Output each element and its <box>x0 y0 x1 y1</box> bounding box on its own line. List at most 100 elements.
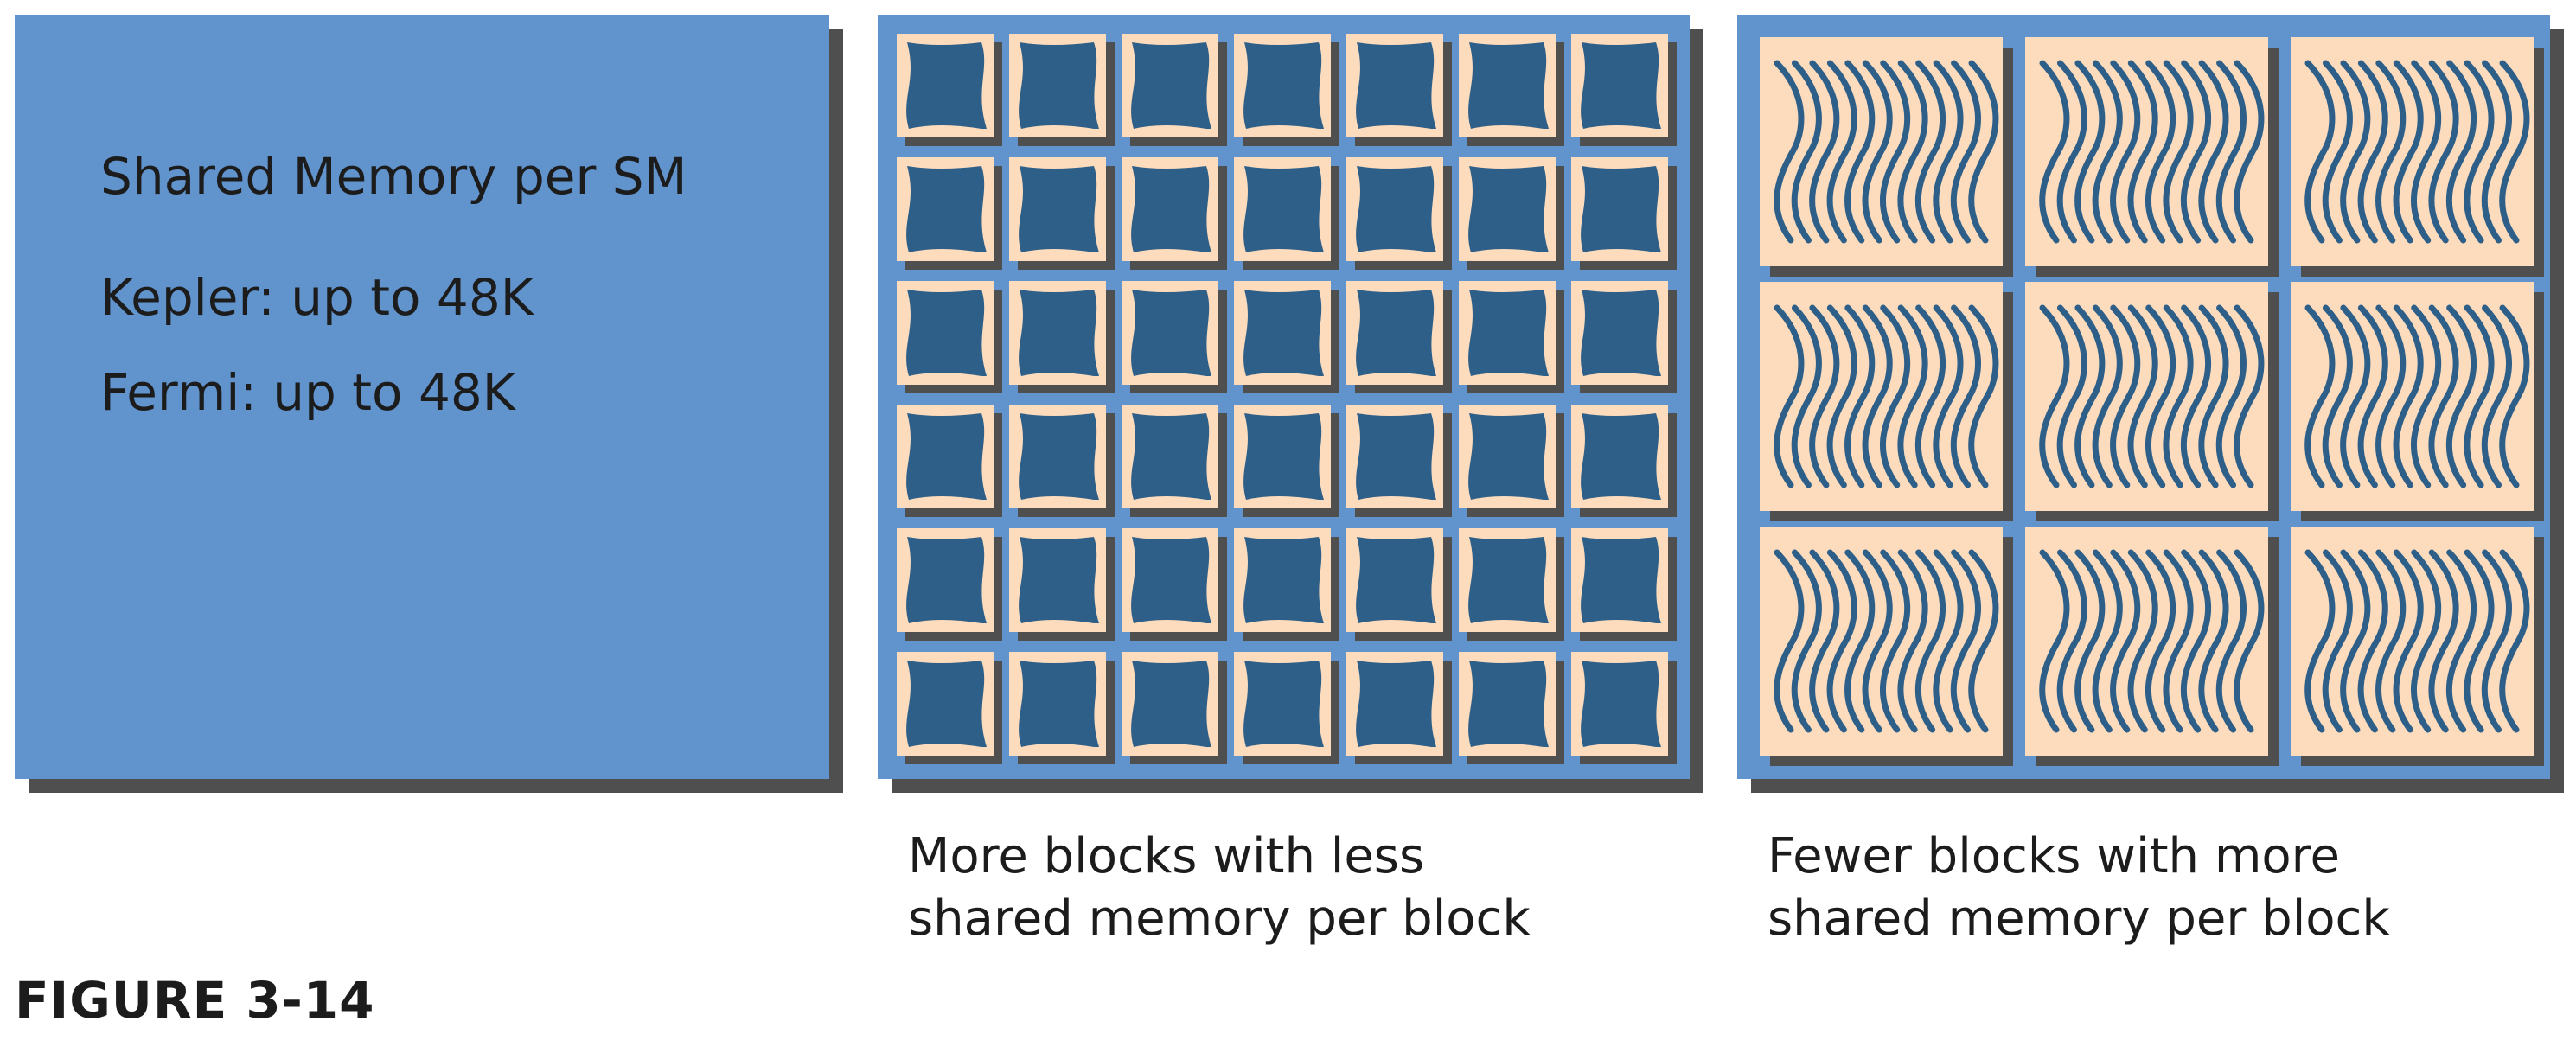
thread-line <box>1791 549 1822 733</box>
small-block <box>897 34 1002 146</box>
thread-line <box>2411 549 2442 733</box>
thread-line <box>2110 304 2141 488</box>
thread-bundle <box>1468 166 1549 252</box>
thread-bundle <box>1468 42 1549 129</box>
shared-memory-title: Shared Memory per SM <box>100 147 687 206</box>
small-block <box>1459 652 1564 764</box>
thread-line <box>2074 60 2106 244</box>
small-block <box>1234 528 1339 641</box>
thread-line <box>2304 549 2336 733</box>
thread-bundle <box>906 166 987 252</box>
thread-line <box>2092 60 2123 244</box>
thread-line <box>1897 60 1928 244</box>
small-block <box>1571 34 1677 146</box>
thread-line <box>1914 549 1946 733</box>
panel-face <box>878 15 1690 779</box>
thread-line <box>1826 60 1857 244</box>
thread-line <box>1774 549 1805 733</box>
thread-line <box>2304 304 2336 488</box>
thread-line <box>2393 304 2424 488</box>
thread-line <box>1791 304 1822 488</box>
fewer-blocks-caption-line2: shared memory per block <box>1767 891 2390 947</box>
thread-line <box>1844 549 1876 733</box>
thread-line <box>1774 304 1805 488</box>
thread-line <box>2234 60 2265 244</box>
thread-line <box>2074 304 2106 488</box>
thread-line <box>2428 60 2459 244</box>
thread-line <box>1880 549 1911 733</box>
thread-line <box>2110 60 2141 244</box>
more-blocks-panel <box>878 15 1703 793</box>
thread-bundle <box>1019 537 1099 623</box>
thread-bundle <box>906 290 987 376</box>
thread-line <box>2481 304 2512 488</box>
thread-line <box>1844 60 1876 244</box>
small-block <box>1009 34 1115 146</box>
large-block <box>1760 282 2013 521</box>
thread-line <box>2357 60 2388 244</box>
thread-bundle <box>1356 290 1436 376</box>
large-block <box>2291 527 2544 766</box>
thread-bundle <box>906 661 987 747</box>
thread-line <box>2145 549 2176 733</box>
thread-line <box>1826 304 1857 488</box>
thread-line <box>2198 549 2229 733</box>
thread-line <box>1933 304 1964 488</box>
small-block <box>1234 34 1339 146</box>
small-block <box>1571 157 1677 270</box>
panel-face: Shared Memory per SM Kepler: up to 48K F… <box>15 15 829 779</box>
small-block <box>1122 652 1227 764</box>
thread-line <box>1809 60 1840 244</box>
small-block <box>1459 157 1564 270</box>
small-block <box>1459 405 1564 517</box>
thread-bundle <box>1019 661 1099 747</box>
thread-bundle <box>1243 166 1324 252</box>
thread-line <box>2056 60 2087 244</box>
thread-line <box>1862 60 1893 244</box>
thread-bundle <box>1131 166 1211 252</box>
thread-bundle <box>1356 42 1436 129</box>
thread-line <box>1968 60 1999 244</box>
thread-line <box>2445 304 2477 488</box>
thread-line <box>2092 549 2123 733</box>
small-block <box>1122 281 1227 393</box>
small-block <box>1122 528 1227 641</box>
kepler-label: Kepler: up to 48K <box>100 268 534 327</box>
more-blocks-caption: More blocks with less shared memory per … <box>908 826 1531 950</box>
thread-line <box>2198 60 2229 244</box>
fewer-blocks-panel <box>1737 15 2564 793</box>
thread-bundle <box>1581 537 1661 623</box>
small-block <box>897 405 1002 517</box>
thread-line <box>2127 60 2158 244</box>
thread-bundle <box>1581 166 1661 252</box>
thread-bundle <box>1581 42 1661 129</box>
thread-line <box>2234 549 2265 733</box>
thread-line <box>2110 549 2141 733</box>
figure-label: FIGURE 3-14 <box>15 971 375 1030</box>
thread-bundle <box>1243 413 1324 500</box>
thread-line <box>2340 304 2371 488</box>
small-block <box>1009 528 1115 641</box>
thread-bundle <box>1581 290 1661 376</box>
thread-line <box>1914 304 1946 488</box>
thread-line <box>2039 304 2070 488</box>
thread-line <box>2163 304 2194 488</box>
small-block <box>1459 528 1564 641</box>
thread-line <box>2428 304 2459 488</box>
thread-line <box>2074 549 2106 733</box>
thread-line <box>2198 304 2229 488</box>
thread-line <box>2163 60 2194 244</box>
thread-bundle <box>1019 413 1099 500</box>
small-block <box>1571 281 1677 393</box>
small-block <box>1346 281 1452 393</box>
thread-bundle <box>1243 661 1324 747</box>
thread-line <box>2393 60 2424 244</box>
thread-bundle <box>1019 166 1099 252</box>
thread-bundle <box>1131 537 1211 623</box>
large-block <box>1760 37 2013 277</box>
thread-line <box>2428 549 2459 733</box>
thread-line <box>2215 549 2247 733</box>
thread-line <box>2215 304 2247 488</box>
thread-line <box>2163 549 2194 733</box>
thread-line <box>1826 549 1857 733</box>
